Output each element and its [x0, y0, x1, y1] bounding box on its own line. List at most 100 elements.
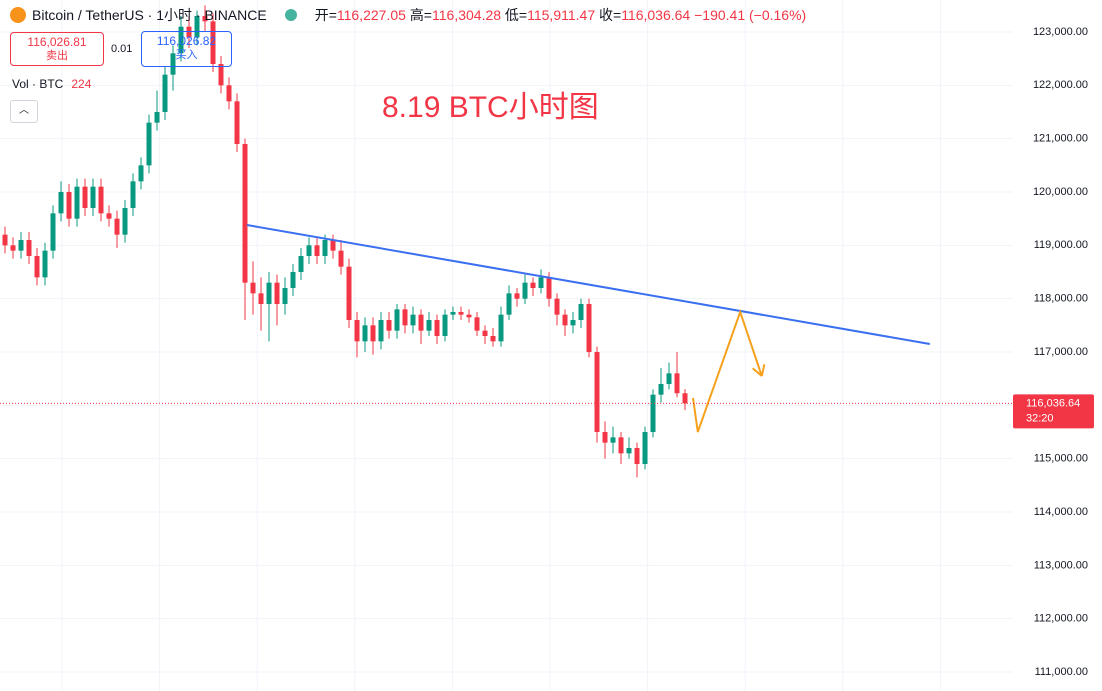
candle-body	[274, 282, 280, 305]
countdown: 32:20	[1026, 412, 1054, 424]
candle-body	[218, 64, 224, 86]
high: 116,304.28	[432, 7, 502, 23]
chart-title: 8.19 BTC小时图	[382, 91, 599, 124]
candle-body	[114, 218, 120, 235]
buy-price: 116,026.82	[156, 34, 217, 48]
arrow-drawing	[692, 308, 763, 433]
symbol[interactable]: Bitcoin / TetherUS · 1小时 · BINANCE	[32, 7, 267, 23]
candle-body	[514, 293, 520, 299]
trend-line	[246, 224, 930, 345]
candle-body	[282, 288, 288, 305]
candle-body	[34, 256, 40, 278]
candle-body	[338, 250, 344, 267]
candle-body	[90, 186, 96, 209]
candle-body	[370, 325, 376, 342]
low: 115,911.47	[527, 7, 596, 23]
open-label: 开=	[314, 7, 337, 23]
candle-body	[98, 186, 104, 214]
candle-body	[426, 320, 432, 331]
candle-body	[386, 320, 392, 331]
y-tick-label: 117,000.00	[1034, 346, 1088, 358]
candle-body	[10, 245, 16, 251]
candle-body	[410, 314, 416, 326]
candle-body	[330, 240, 336, 251]
candle-body	[538, 277, 544, 289]
candle-body	[610, 437, 616, 443]
coin-icon	[10, 7, 26, 23]
candle-body	[682, 393, 688, 404]
candle-body	[346, 266, 352, 321]
y-tick-label: 118,000.00	[1034, 293, 1088, 305]
candle-body	[674, 373, 680, 394]
candle-body	[546, 277, 552, 299]
candle-body	[626, 448, 632, 454]
candle-body	[154, 112, 160, 123]
candle-body	[210, 21, 216, 65]
candle-body	[2, 234, 8, 246]
candle-body	[74, 186, 80, 219]
candle-body	[298, 256, 304, 273]
candle-body	[554, 298, 560, 315]
candle-body	[202, 16, 208, 22]
candle-body	[394, 309, 400, 331]
candle-body	[658, 384, 664, 395]
candle-body	[266, 282, 272, 305]
candle-body	[482, 330, 488, 337]
buy-button[interactable]: 116,026.82 买入	[141, 31, 232, 67]
candle-body	[466, 314, 472, 318]
candle-body	[594, 352, 600, 433]
y-tick-label: 122,000.00	[1033, 79, 1088, 91]
status-dot	[284, 9, 297, 21]
last-price-label: 116,036.64	[1026, 397, 1080, 409]
y-tick-label: 112,000.00	[1034, 613, 1088, 625]
candle-body	[530, 282, 536, 289]
candle-body	[362, 325, 368, 342]
close: 116,036.64	[621, 7, 691, 23]
spread: 0.01	[111, 43, 133, 55]
candle-body	[106, 213, 112, 219]
candle-body	[434, 320, 440, 337]
candle-body	[234, 101, 240, 145]
candle-body	[586, 304, 592, 353]
volume-legend: Vol · BTC 224	[12, 77, 91, 91]
candle-body	[618, 437, 624, 454]
candle-body	[138, 165, 144, 182]
candle-body	[194, 16, 200, 38]
candle-body	[402, 309, 408, 326]
candle-body	[130, 181, 136, 209]
candle-body	[314, 245, 320, 257]
sell-price: 116,026.81	[27, 35, 87, 49]
candle-body	[146, 122, 152, 166]
candle-body	[450, 312, 456, 315]
candle-body	[354, 320, 360, 342]
candle-body	[50, 213, 56, 251]
arrow-head	[752, 364, 766, 377]
candle-body	[82, 186, 88, 209]
y-tick-label: 111,000.00	[1035, 666, 1088, 678]
candle-body	[498, 314, 504, 342]
candle-body	[578, 304, 584, 321]
candle-body	[562, 314, 568, 326]
y-tick-label: 120,000.00	[1033, 186, 1088, 198]
last-price-box	[1013, 394, 1094, 429]
candle-body	[122, 208, 128, 235]
candle-body	[458, 312, 464, 315]
candle-body	[522, 282, 528, 299]
candle-body	[506, 293, 512, 315]
sell-label: 卖出	[46, 50, 68, 62]
candle-body	[26, 240, 32, 257]
collapse-button[interactable]: ︿	[10, 100, 38, 123]
candle-body	[650, 394, 656, 433]
change: −190.41 (−0.16%)	[694, 7, 807, 23]
buy-label: 买入	[175, 49, 198, 61]
candle-body	[250, 282, 256, 294]
candle-body	[66, 192, 72, 219]
candle-body	[162, 74, 168, 113]
y-tick-label: 114,000.00	[1034, 506, 1088, 518]
candle-body	[186, 26, 192, 38]
candle-body	[570, 320, 576, 326]
high-label: 高=	[409, 7, 432, 23]
candle-body	[322, 240, 328, 257]
sell-button[interactable]: 116,026.81 卖出	[10, 32, 104, 66]
